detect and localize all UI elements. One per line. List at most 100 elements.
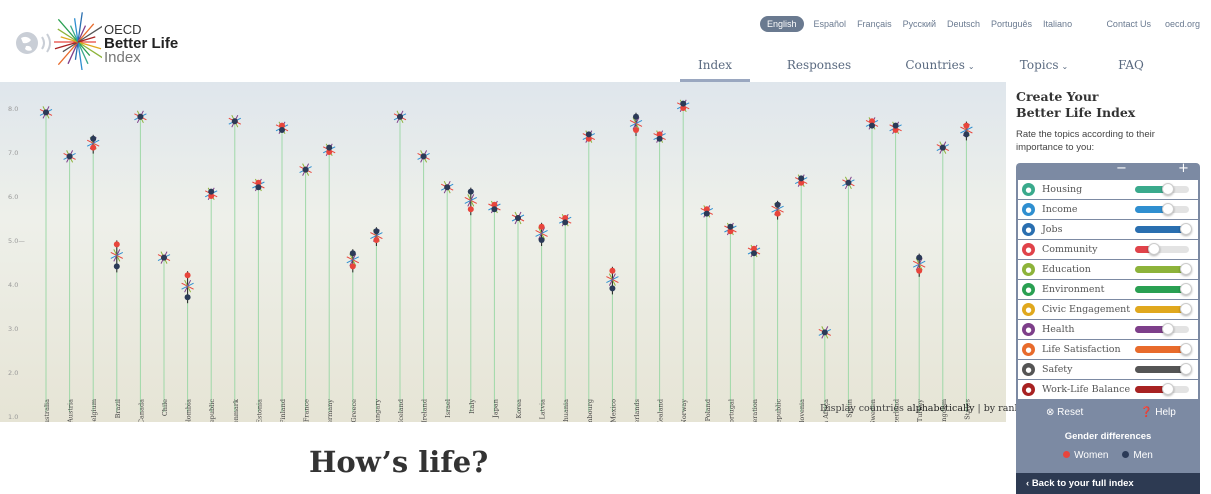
country-mark-25 xyxy=(629,117,643,130)
zoom-out-button[interactable]: − xyxy=(1116,161,1127,176)
by-rank-link[interactable]: by rank xyxy=(983,403,1021,414)
logo-ray xyxy=(62,41,79,53)
women-point xyxy=(656,131,663,138)
topic-slider[interactable] xyxy=(1135,383,1189,395)
topic-row[interactable]: ● Health xyxy=(1018,320,1198,339)
topic-slider[interactable] xyxy=(1135,243,1189,255)
lang-4[interactable]: Deutsch xyxy=(946,19,981,29)
men-point xyxy=(231,118,238,125)
logo-index-text[interactable]: Index xyxy=(104,49,141,66)
topic-row[interactable]: ● Safety xyxy=(1018,360,1198,379)
topic-slider[interactable] xyxy=(1135,303,1193,315)
nav-tab-3[interactable]: Topics ⌄ xyxy=(992,58,1096,82)
topic-row[interactable]: ● Housing xyxy=(1018,180,1198,199)
country-mark-37 xyxy=(912,257,926,271)
country-label: Iceland xyxy=(397,399,405,422)
nav-tab-0[interactable]: Index xyxy=(680,58,750,82)
income-icon: ● xyxy=(1022,203,1035,216)
logo-ray xyxy=(69,25,79,43)
topic-label: Education xyxy=(1042,264,1091,275)
nav-tab-4[interactable]: FAQ xyxy=(1096,58,1166,82)
lang-6[interactable]: Italiano xyxy=(1043,19,1073,29)
women-point xyxy=(113,241,120,248)
lang-2[interactable]: Français xyxy=(857,19,892,29)
slider-knob[interactable] xyxy=(1180,363,1193,375)
men-point xyxy=(916,254,923,261)
slider-knob[interactable] xyxy=(1162,323,1175,335)
legend-men[interactable]: Men xyxy=(1122,450,1153,461)
topic-slider[interactable] xyxy=(1135,363,1193,375)
help-button[interactable]: ❓ Help xyxy=(1140,407,1176,418)
legend-women[interactable]: Women xyxy=(1063,450,1108,461)
alphabetically-link[interactable]: alphabetically xyxy=(906,403,975,414)
topic-row[interactable]: ● Work-Life Balance xyxy=(1018,380,1198,399)
flower-petal xyxy=(608,273,616,286)
index-builder-panel: − + ● Housing ● Income ● Jobs ● Community ● Educa… xyxy=(1016,161,1200,494)
topic-row[interactable]: ● Income xyxy=(1018,200,1198,219)
slider-knob[interactable] xyxy=(1180,303,1193,315)
country-label: France xyxy=(303,399,311,422)
reset-button[interactable]: ⊗ Reset xyxy=(1046,407,1083,418)
zoom-bar: − + xyxy=(1016,161,1200,180)
chevron-down-icon: ⌄ xyxy=(1061,62,1069,71)
topic-row[interactable]: ● Jobs xyxy=(1018,220,1198,239)
slider-knob[interactable] xyxy=(1180,223,1193,235)
nav-tab-label: Responses xyxy=(786,58,852,72)
women-point xyxy=(184,272,191,279)
slider-knob[interactable] xyxy=(1162,383,1175,395)
topic-label: Community xyxy=(1042,244,1098,255)
lang-0[interactable]: English xyxy=(760,16,804,32)
chevron-down-icon: ⌄ xyxy=(967,62,975,71)
topic-row[interactable]: ● Environment xyxy=(1018,280,1198,299)
topic-slider[interactable] xyxy=(1135,183,1189,195)
slider-knob[interactable] xyxy=(1180,263,1193,275)
topic-slider[interactable] xyxy=(1135,343,1193,355)
lang-1[interactable]: Español xyxy=(813,19,847,29)
topic-label: Safety xyxy=(1042,364,1073,375)
starburst-logo-icon[interactable] xyxy=(54,10,102,70)
country-label: Slovenia xyxy=(798,399,806,422)
logo-ray xyxy=(77,25,87,43)
slider-knob[interactable] xyxy=(1162,203,1175,215)
section-title: How’s life? xyxy=(309,445,489,479)
topic-slider[interactable] xyxy=(1135,223,1193,235)
globe-logo-icon[interactable] xyxy=(12,28,60,58)
topic-label: Jobs xyxy=(1042,224,1063,235)
country-mark-18 xyxy=(464,194,478,207)
education-icon: ● xyxy=(1022,263,1035,276)
logo-better-life-text[interactable]: Better Life xyxy=(104,35,179,52)
topic-row[interactable]: ● Education xyxy=(1018,260,1198,279)
nav-tab-1[interactable]: Responses xyxy=(750,58,888,82)
slider-knob[interactable] xyxy=(1180,283,1193,295)
men-point xyxy=(845,179,852,186)
topic-row[interactable]: ● Life Satisfaction xyxy=(1018,340,1198,359)
topic-slider[interactable] xyxy=(1135,283,1193,295)
women-dot-icon xyxy=(1063,451,1071,458)
y-tick-label: 8.0 xyxy=(8,105,18,113)
topic-slider[interactable] xyxy=(1135,323,1189,335)
country-label: Latvia xyxy=(539,399,547,420)
gender-legend: Women Men xyxy=(1016,450,1200,461)
country-label: Luxembourg xyxy=(586,399,594,422)
topic-slider[interactable] xyxy=(1135,203,1189,215)
oecd-org-link[interactable]: oecd.org xyxy=(1164,19,1200,29)
nav-tab-2[interactable]: Countries ⌄ xyxy=(888,58,992,82)
slider-knob[interactable] xyxy=(1180,343,1193,355)
topic-slider[interactable] xyxy=(1135,263,1193,275)
flower-petal xyxy=(632,117,640,130)
topic-row[interactable]: ● Community xyxy=(1018,240,1198,259)
country-label: Canada xyxy=(137,399,145,422)
topic-label: Work-Life Balance xyxy=(1042,384,1131,395)
contact-us-link[interactable]: Contact Us xyxy=(1106,19,1151,29)
back-to-full-index-button[interactable]: ‹ Back to your full index xyxy=(1016,473,1200,494)
logo-oecd-text[interactable]: OECD xyxy=(104,22,142,37)
men-point xyxy=(255,184,262,191)
country-label: Australia xyxy=(43,399,51,422)
lang-3[interactable]: Русский xyxy=(902,19,936,29)
slider-knob[interactable] xyxy=(1147,243,1160,255)
topic-row[interactable]: ● Civic Engagement xyxy=(1018,300,1198,319)
slider-knob[interactable] xyxy=(1162,183,1175,195)
topic-label: Health xyxy=(1042,324,1075,335)
zoom-in-button[interactable]: + xyxy=(1178,161,1189,176)
lang-5[interactable]: Português xyxy=(991,19,1033,29)
